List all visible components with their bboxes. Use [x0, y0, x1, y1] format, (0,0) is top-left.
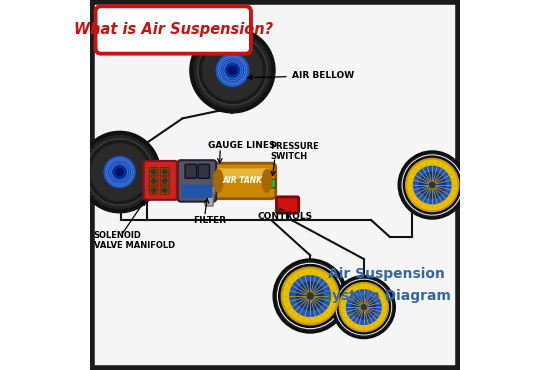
- Circle shape: [194, 32, 271, 108]
- Circle shape: [336, 279, 392, 335]
- Circle shape: [162, 188, 167, 192]
- Circle shape: [190, 28, 275, 113]
- Circle shape: [151, 179, 156, 183]
- Circle shape: [334, 278, 393, 336]
- FancyBboxPatch shape: [270, 179, 276, 188]
- Circle shape: [221, 58, 244, 82]
- FancyBboxPatch shape: [160, 177, 169, 185]
- Circle shape: [88, 140, 151, 204]
- FancyBboxPatch shape: [205, 193, 213, 206]
- Text: System Diagram: System Diagram: [322, 289, 450, 303]
- Circle shape: [162, 179, 167, 183]
- Circle shape: [228, 66, 236, 74]
- Circle shape: [91, 144, 148, 201]
- FancyBboxPatch shape: [149, 177, 158, 185]
- Circle shape: [86, 139, 153, 205]
- FancyBboxPatch shape: [217, 168, 269, 179]
- Circle shape: [337, 280, 390, 334]
- Circle shape: [202, 40, 262, 100]
- FancyBboxPatch shape: [210, 163, 276, 199]
- Circle shape: [296, 282, 324, 310]
- Ellipse shape: [262, 169, 272, 192]
- FancyBboxPatch shape: [96, 6, 251, 54]
- Text: AIR TANK: AIR TANK: [223, 176, 263, 185]
- Circle shape: [402, 155, 462, 215]
- Circle shape: [162, 169, 167, 174]
- Circle shape: [290, 276, 331, 316]
- Circle shape: [403, 156, 461, 214]
- Text: FILTER: FILTER: [193, 216, 226, 225]
- FancyBboxPatch shape: [178, 160, 216, 202]
- Circle shape: [281, 267, 339, 325]
- FancyBboxPatch shape: [182, 185, 212, 198]
- Circle shape: [352, 295, 376, 319]
- Text: Air Suspension: Air Suspension: [328, 267, 444, 281]
- Circle shape: [216, 54, 249, 87]
- Circle shape: [278, 263, 343, 329]
- Circle shape: [361, 305, 366, 310]
- FancyBboxPatch shape: [277, 197, 299, 213]
- FancyBboxPatch shape: [149, 186, 158, 194]
- Text: PRESSURE
SWITCH: PRESSURE SWITCH: [271, 142, 320, 161]
- Circle shape: [197, 36, 267, 105]
- Circle shape: [83, 135, 156, 209]
- Circle shape: [400, 153, 464, 217]
- FancyBboxPatch shape: [203, 186, 216, 195]
- FancyBboxPatch shape: [160, 186, 169, 194]
- Text: CONTROLS: CONTROLS: [257, 208, 313, 221]
- Circle shape: [116, 168, 124, 176]
- Circle shape: [339, 283, 388, 332]
- Circle shape: [408, 161, 456, 209]
- Ellipse shape: [214, 169, 223, 192]
- Text: AIR BELLOW: AIR BELLOW: [248, 71, 354, 80]
- Circle shape: [346, 290, 381, 324]
- Circle shape: [273, 259, 347, 333]
- FancyBboxPatch shape: [160, 168, 169, 176]
- Text: SOLENOID
VALVE MANIFOLD: SOLENOID VALVE MANIFOLD: [94, 231, 175, 250]
- Circle shape: [341, 285, 387, 330]
- Circle shape: [307, 293, 313, 299]
- Circle shape: [283, 269, 337, 323]
- Text: What is Air Suspension?: What is Air Suspension?: [74, 22, 273, 37]
- Circle shape: [406, 158, 459, 212]
- Circle shape: [151, 188, 156, 192]
- Circle shape: [419, 172, 445, 198]
- Circle shape: [398, 151, 466, 219]
- Circle shape: [199, 37, 266, 104]
- FancyBboxPatch shape: [149, 168, 158, 176]
- Circle shape: [414, 166, 451, 204]
- Circle shape: [108, 161, 131, 184]
- Circle shape: [151, 169, 156, 174]
- FancyBboxPatch shape: [198, 164, 210, 178]
- FancyBboxPatch shape: [185, 164, 196, 178]
- Circle shape: [104, 157, 135, 188]
- FancyBboxPatch shape: [144, 161, 177, 200]
- FancyBboxPatch shape: [92, 2, 458, 368]
- Circle shape: [279, 265, 342, 327]
- Text: GAUGE LINES: GAUGE LINES: [208, 141, 276, 149]
- Circle shape: [276, 262, 344, 330]
- Circle shape: [430, 182, 435, 188]
- Circle shape: [79, 131, 160, 213]
- Circle shape: [332, 276, 395, 339]
